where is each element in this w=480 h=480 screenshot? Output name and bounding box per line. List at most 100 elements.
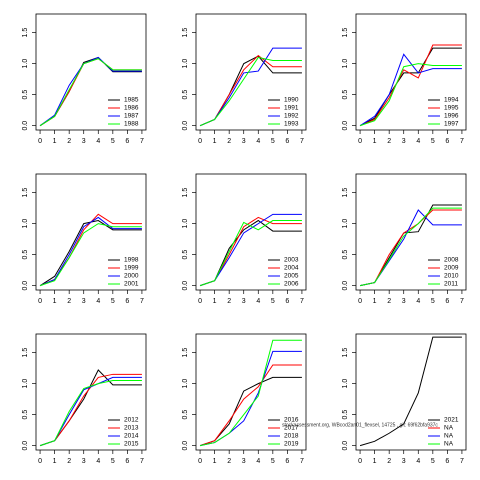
legend-label: 2014: [124, 433, 139, 440]
x-tick-label: 0: [358, 458, 362, 465]
plot-frame: [355, 333, 467, 451]
x-tick-label: 5: [431, 298, 435, 305]
y-tick-label: 0.5: [342, 90, 349, 100]
y-tick-label: 0.5: [182, 250, 189, 260]
y-tick-label: 1.0: [182, 59, 189, 69]
x-tick-label: 1: [373, 298, 377, 305]
x-tick-label: 7: [460, 298, 464, 305]
series-line: [199, 220, 302, 287]
annotation: stockassessment.org, WBcod2an01_flexsel,…: [282, 422, 438, 428]
legend-label: 1986: [124, 105, 139, 112]
y-tick-label: 0.5: [22, 410, 29, 420]
plot-frame: [35, 173, 147, 291]
y-tick-label: 0.0: [342, 121, 349, 131]
series-line: [199, 339, 302, 447]
legend-label: 2001: [124, 281, 139, 288]
x-tick-label: 3: [82, 298, 86, 305]
x-tick-label: 0: [38, 138, 42, 145]
x-tick-label: 5: [271, 458, 275, 465]
plot-frame: [195, 173, 307, 291]
series-line: [39, 56, 142, 127]
legend-label: 1992: [284, 113, 299, 120]
legend-label: 1990: [284, 97, 299, 104]
x-tick-label: 2: [227, 138, 231, 145]
y-tick-label: 1.0: [22, 379, 29, 389]
legend-label: 1998: [124, 257, 139, 264]
y-tick-label: 0.5: [22, 250, 29, 260]
x-tick-label: 1: [373, 458, 377, 465]
y-tick-label: 1.5: [182, 348, 189, 358]
y-tick-label: 1.5: [22, 28, 29, 38]
series-line: [359, 47, 462, 127]
series-line: [39, 380, 142, 447]
legend-label: 2012: [124, 417, 139, 424]
x-tick-label: 4: [416, 458, 420, 465]
legend-label: 2008: [444, 257, 459, 264]
x-tick-label: 5: [111, 458, 115, 465]
plot-frame: [195, 13, 307, 131]
x-tick-label: 2: [387, 298, 391, 305]
x-tick-label: 6: [285, 458, 289, 465]
legend-label: 2018: [284, 433, 299, 440]
x-tick-label: 3: [402, 458, 406, 465]
y-tick-label: 0.5: [182, 410, 189, 420]
x-tick-label: 6: [445, 458, 449, 465]
x-tick-label: 5: [271, 298, 275, 305]
y-tick-label: 1.5: [22, 188, 29, 198]
x-tick-label: 6: [285, 298, 289, 305]
y-tick-label: 1.0: [342, 219, 349, 229]
x-tick-label: 1: [53, 458, 57, 465]
x-tick-label: 0: [358, 138, 362, 145]
x-tick-label: 0: [38, 458, 42, 465]
y-tick-label: 1.5: [182, 188, 189, 198]
legend-label: 2000: [124, 273, 139, 280]
plot-frame: [35, 13, 147, 131]
legend-label: 2015: [124, 441, 139, 448]
x-tick-label: 4: [96, 458, 100, 465]
y-tick-label: 0.5: [182, 90, 189, 100]
series-line: [359, 63, 462, 127]
x-tick-label: 5: [271, 138, 275, 145]
x-tick-label: 0: [38, 298, 42, 305]
x-tick-label: 6: [445, 138, 449, 145]
x-tick-label: 2: [227, 298, 231, 305]
legend-label: 1985: [124, 97, 139, 104]
legend-label: 1995: [444, 105, 459, 112]
x-tick-label: 5: [111, 138, 115, 145]
y-tick-label: 1.0: [182, 379, 189, 389]
y-tick-label: 1.0: [22, 59, 29, 69]
y-tick-label: 0.0: [22, 281, 29, 291]
x-tick-label: 7: [460, 138, 464, 145]
plot-frame: [35, 333, 147, 451]
y-tick-label: 0.0: [342, 441, 349, 451]
legend-label: 2003: [284, 257, 299, 264]
y-tick-label: 1.5: [342, 188, 349, 198]
x-tick-label: 3: [82, 138, 86, 145]
y-tick-label: 0.0: [182, 441, 189, 451]
legend-label: 2017: [284, 425, 299, 432]
legend-label: 2010: [444, 273, 459, 280]
x-tick-label: 3: [82, 458, 86, 465]
x-tick-label: 3: [402, 138, 406, 145]
y-tick-label: 0.0: [22, 441, 29, 451]
x-tick-label: 7: [140, 298, 144, 305]
legend-label: 2016: [284, 417, 299, 424]
x-tick-label: 0: [358, 298, 362, 305]
y-tick-label: 1.0: [342, 379, 349, 389]
y-tick-label: 0.5: [22, 90, 29, 100]
x-tick-label: 7: [140, 138, 144, 145]
y-tick-label: 0.0: [182, 121, 189, 131]
x-tick-label: 7: [140, 458, 144, 465]
x-tick-label: 6: [125, 298, 129, 305]
x-tick-label: 0: [198, 138, 202, 145]
x-tick-label: 2: [227, 458, 231, 465]
x-tick-label: 3: [402, 298, 406, 305]
series-line: [39, 216, 142, 287]
y-tick-label: 0.0: [22, 121, 29, 131]
y-tick-label: 1.5: [342, 348, 349, 358]
x-tick-label: 5: [111, 298, 115, 305]
x-tick-label: 1: [373, 138, 377, 145]
legend-label: 2005: [284, 273, 299, 280]
y-tick-label: 1.0: [182, 219, 189, 229]
